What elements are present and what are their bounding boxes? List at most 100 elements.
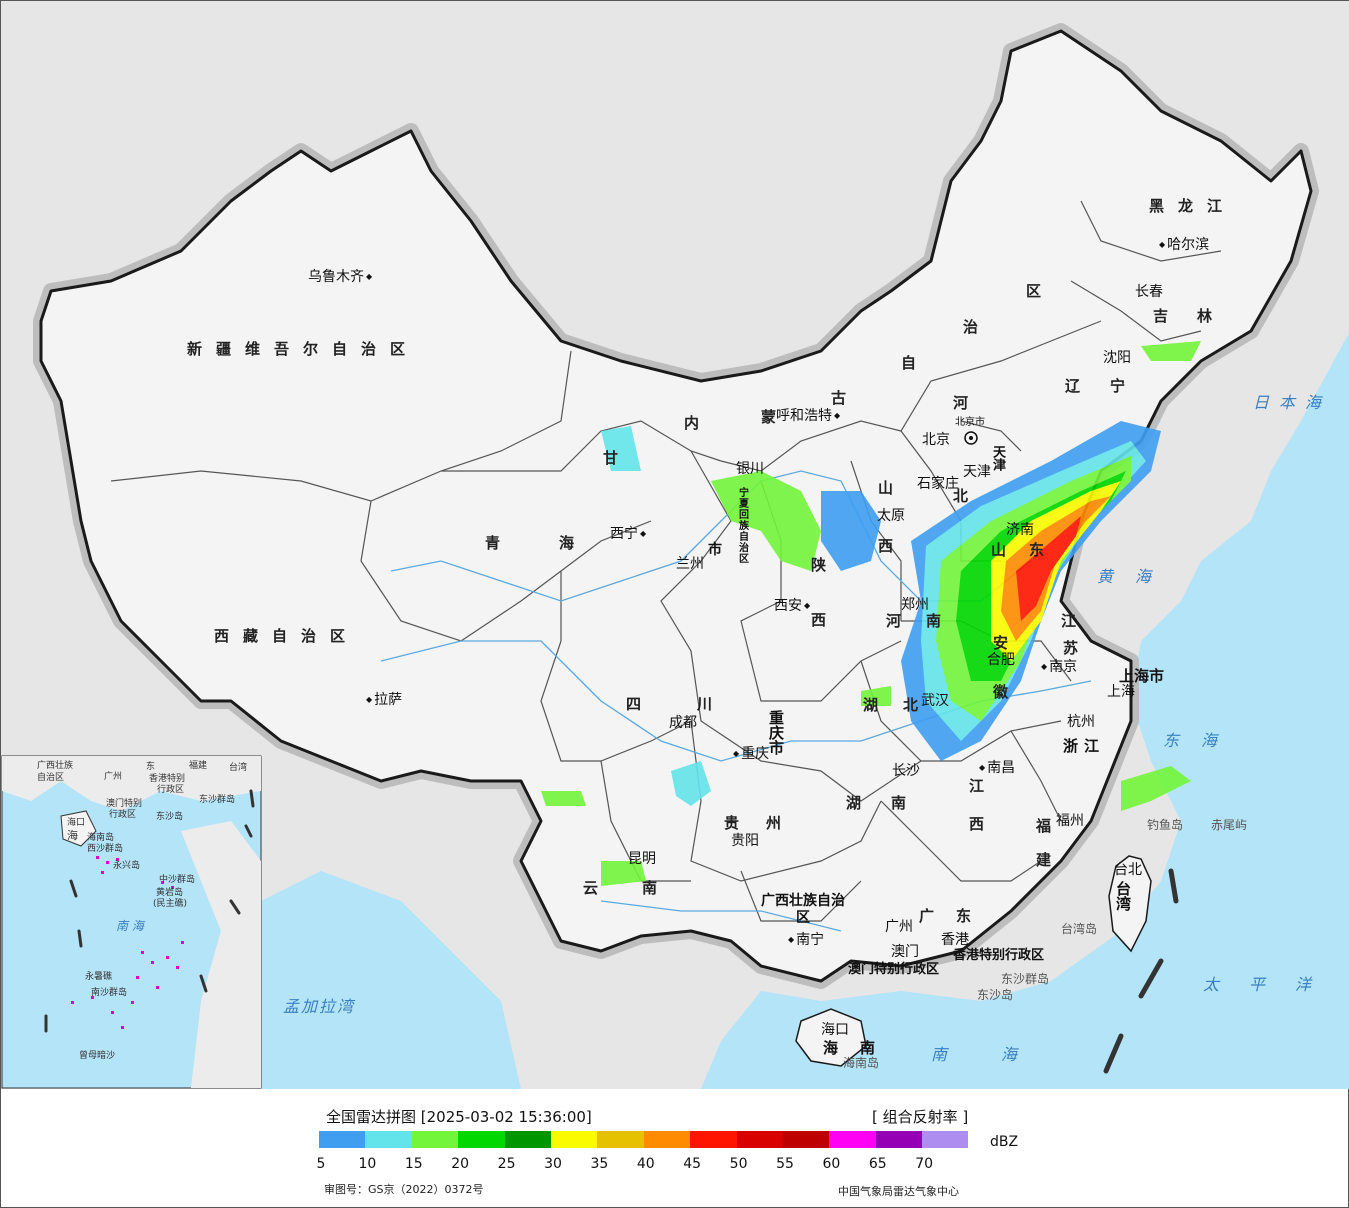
legend-tick: 15 [404,1156,423,1172]
region-fujian-b: 建 [1036,851,1052,869]
legend-swatch [643,1131,691,1148]
inset-nanhai: 南 海 [116,919,144,933]
city-macau: 澳门 [891,944,919,960]
region-sichuan-a: 四 [626,695,642,713]
city-taibei: 台北 [1114,862,1142,878]
region-heilongjiang: 黑龙江 [1149,197,1237,215]
legend-swatch [319,1131,366,1148]
city-changchun: 长春 [1135,284,1163,300]
region-hunan-b: 南 [891,794,907,812]
region-jiangxi-b: 西 [969,815,985,833]
region-anhui-b: 徽 [993,683,1009,701]
region-chongqing: 重庆市 [767,710,785,755]
region-yunnan-b: 南 [642,879,658,897]
inset-haikou: 海口 [67,818,86,828]
inset-dongsha: 东沙群岛 [199,795,236,805]
region-jiangsu-a: 江 [1061,612,1077,630]
region-neimenggu-3: 古 [831,389,847,407]
region-shaanxi-b: 西 [811,611,827,629]
nine-dash-line [1103,868,1179,1074]
inset-hainan-dao: 海南岛 [87,833,115,843]
legend-swatch [365,1131,412,1148]
sea-japan: 日本海 [1253,393,1332,412]
legend-tick: 5 [316,1156,326,1172]
inset-yongxing: 永兴岛 [113,861,141,871]
legend-product: [ 组合反射率 ] [872,1108,969,1126]
city-tianjin: 天津 [963,464,991,480]
sea-south: 南海 [931,1045,1072,1064]
city-shenyang: 沈阳 [1103,350,1131,366]
city-fuzhou: 福州 [1056,813,1084,829]
legend-swatch [504,1131,551,1148]
island-hainan: 海南岛 [843,1056,880,1070]
region-jiangxi-a: 江 [969,777,985,795]
region-ningxia: 宁夏回族自治区 [739,488,749,565]
sea-pacific: 太平洋 [1203,975,1342,994]
island-diaoyu: 钓鱼岛 [1147,818,1184,832]
region-shaanxi-a: 陕 [811,556,827,574]
legend-organization: 中国气象局雷达气象中心 [838,1185,959,1198]
city-taiyuan: 太原 [877,508,905,524]
region-hebei-a: 河 [953,394,969,412]
inset-dong: 东 [146,762,156,772]
inset-nansha: 南沙群岛 [91,988,128,998]
ocean [701,332,1349,1089]
region-gansu-shi: 市 [708,542,722,558]
region-tianjin: 天津 [990,445,1005,471]
region-xinjiang: 新疆维吾尔自治区 [187,340,420,358]
legend-unit: dBZ [990,1134,1019,1150]
inset-yongshu: 永暑礁 [85,972,113,982]
region-yunnan-a: 云 [583,879,599,897]
legend-swatch [922,1131,969,1148]
region-jilin-a: 吉 [1153,307,1169,325]
city-lhasa: 拉萨 [366,693,402,707]
legend-color-bar [319,1131,969,1148]
legend-tick: 35 [590,1156,609,1172]
city-shanghai: 上海 [1107,684,1135,700]
legend-swatch [690,1131,737,1148]
region-qinghai-b: 海 [559,534,575,552]
city-chengdu: 成都 [669,715,697,731]
region-neimenggu-1: 内 [684,414,700,432]
inset-minzhu: (民主礁) [153,899,188,909]
region-guangdong-a: 广 [919,907,935,925]
legend-panel: 全国雷达拼图 [2025-03-02 15:36:00] [ 组合反射率 ] d… [0,1088,1349,1208]
beijing-marker [964,431,978,445]
region-qinghai-a: 青 [485,534,501,552]
inset-zizhiqu: 自治区 [37,773,65,783]
region-hainan: 海南 [823,1039,898,1057]
region-gansu: 甘 [603,449,619,467]
legend-tick: 65 [868,1156,887,1172]
legend-tick: 25 [497,1156,516,1172]
inset-hk-xz: 行政区 [157,785,185,795]
legend-tick: 20 [451,1156,470,1172]
region-shanghai: 上海市 [1119,667,1165,685]
region-guangxi: 广西壮族自治区 [761,893,845,926]
city-hohhot: 呼和浩特 [776,409,840,423]
south-sea-inset [1,755,262,1089]
city-urumqi: 乌鲁木齐 [308,270,372,284]
city-harbin: 哈尔滨 [1159,238,1209,252]
legend-swatch [829,1131,876,1148]
city-chongqing: 重庆 [733,747,769,761]
region-shandong-b: 东 [1029,541,1045,559]
city-guiyang: 贵阳 [731,833,759,849]
legend-swatch [411,1131,459,1148]
legend-swatch [782,1131,830,1148]
region-anhui-a: 安 [993,634,1009,652]
taiwan-island [1108,855,1152,953]
sea-east: 东海 [1163,731,1240,750]
region-hongkong: 香港特别行政区 [953,948,1045,963]
legend-swatch [736,1131,783,1148]
inset-macau: 澳门特别 [106,799,143,809]
inset-guangzhou: 广州 [104,772,123,782]
inset-xisha: 西沙群岛 [87,844,124,854]
city-kunming: 昆明 [628,851,656,867]
legend-tick: 60 [822,1156,841,1172]
city-beijing: 北京 [922,432,950,448]
ocean-bengal [261,871,521,1089]
city-hefei: 合肥 [987,652,1015,668]
region-henan-b: 南 [926,612,942,630]
sea-bengal: 孟加拉湾 [283,997,356,1016]
